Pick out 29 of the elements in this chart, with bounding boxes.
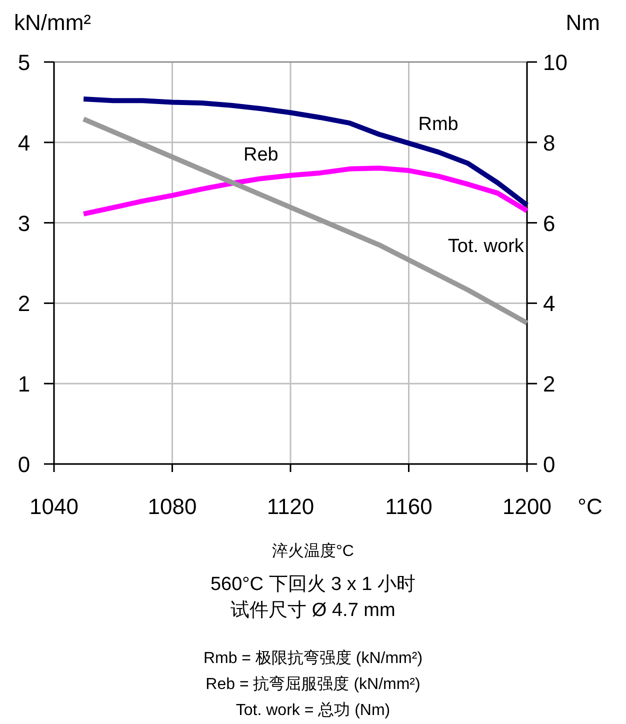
y2-tick-label: 0 (543, 452, 556, 477)
y2-tick-label: 6 (543, 210, 556, 236)
x-tick-label: 1160 (385, 494, 432, 519)
text: 试件尺寸 Ø 4.7 mm (230, 600, 396, 621)
series-label: Rmb (418, 114, 458, 136)
series-label: Reb (244, 144, 278, 166)
text: Reb = 抗弯屈服强度 (kN/mm²) (206, 675, 420, 693)
y-tick-label: 2 (18, 291, 30, 316)
x-tick-label: 1120 (266, 494, 314, 519)
x-tick-label: 1040 (30, 494, 78, 519)
y-tick-label: 4 (18, 130, 30, 156)
text: Tot. work = 总功 (Nm) (236, 701, 390, 719)
y-tick-label: 5 (18, 50, 30, 75)
text: Rmb = 极限抗弯强度 (kN/mm²) (203, 649, 423, 667)
y-tick-label: 3 (18, 210, 30, 236)
y2-tick-label: 2 (543, 372, 556, 397)
x-tick-label: 1200 (502, 494, 552, 519)
y2-axis-title: Nm (566, 10, 600, 35)
y2-tick-label: 8 (543, 130, 556, 156)
text: 淬火温度°C (272, 542, 354, 560)
text: 560°C 下回火 3 x 1 小时 (210, 574, 416, 595)
y2-tick-label: 10 (543, 50, 568, 75)
x-tick-label: 1080 (148, 494, 197, 519)
series-label: Tot. work (448, 236, 524, 257)
y-tick-label: 0 (18, 452, 30, 477)
y-tick-label: 1 (18, 372, 30, 397)
x-axis-title: °C (578, 494, 602, 519)
y-axis-title: kN/mm² (14, 10, 91, 35)
y2-tick-label: 4 (543, 291, 556, 316)
